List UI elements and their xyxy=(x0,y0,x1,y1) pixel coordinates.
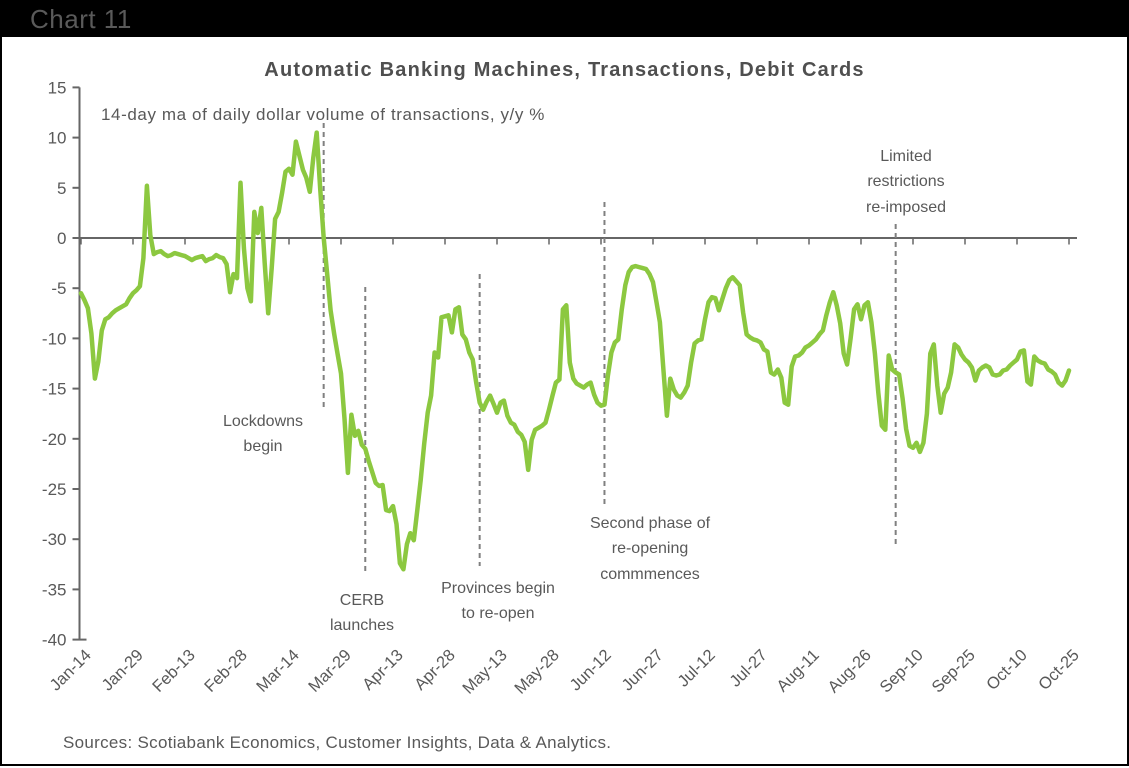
x-tick-label: Jun-27 xyxy=(618,646,666,694)
x-tick-label: Aug-26 xyxy=(824,646,874,696)
x-tick-label: Jan-14 xyxy=(46,646,94,694)
svg-text:0: 0 xyxy=(57,229,66,248)
svg-text:-35: -35 xyxy=(42,580,67,599)
annotation-provinces-reopen: Provinces begin to re-open xyxy=(441,580,555,623)
svg-text:-25: -25 xyxy=(42,480,67,499)
svg-text:-30: -30 xyxy=(42,530,67,549)
x-tick-label: Mar-29 xyxy=(305,646,355,696)
source-attribution: Sources: Scotiabank Economics, Customer … xyxy=(63,733,612,752)
x-tick-label: Apr-13 xyxy=(359,646,407,694)
x-tick-label: Oct-10 xyxy=(983,646,1031,694)
svg-text:-15: -15 xyxy=(42,380,67,399)
svg-text:-40: -40 xyxy=(42,631,67,650)
annotation-lockdowns-begin: Lockdowns begin xyxy=(222,413,304,456)
chart-subtitle: 14-day ma of daily dollar volume of tran… xyxy=(101,105,546,124)
svg-text:10: 10 xyxy=(48,129,67,148)
x-tick-label: Jan-29 xyxy=(98,646,146,694)
x-tick-label: May-28 xyxy=(511,646,563,698)
svg-text:5: 5 xyxy=(57,179,66,198)
annotation-limited-restrictions: Limited restrictions re-imposed xyxy=(865,148,947,216)
annotation-cerb-launches: CERB launches xyxy=(329,592,395,635)
x-tick-label: Sep-25 xyxy=(928,646,978,696)
svg-text:-10: -10 xyxy=(42,329,67,348)
x-tick-label: Apr-28 xyxy=(411,646,459,694)
x-tick-label: Sep-10 xyxy=(876,646,926,696)
svg-text:-5: -5 xyxy=(51,279,66,298)
annotation-second-phase: Second phase of re-opening commmences xyxy=(589,515,711,583)
x-tick-label: Jun-12 xyxy=(566,646,614,694)
chart-number-label: Chart 11 xyxy=(30,4,132,34)
chart-title: Automatic Banking Machines, Transactions… xyxy=(264,59,865,81)
svg-text:-20: -20 xyxy=(42,430,67,449)
x-tick-label: Mar-14 xyxy=(253,646,303,696)
x-tick-label: Aug-11 xyxy=(773,646,822,695)
x-tick-label: Jul-27 xyxy=(726,646,771,691)
x-tick-label: Feb-28 xyxy=(201,646,251,696)
x-tick-label: Oct-25 xyxy=(1035,646,1083,694)
header-band: Chart 11 xyxy=(2,2,1127,37)
x-tick-label: May-13 xyxy=(459,646,511,698)
x-tick-label: Feb-13 xyxy=(149,646,199,696)
x-tick-label: Jul-12 xyxy=(674,646,719,691)
